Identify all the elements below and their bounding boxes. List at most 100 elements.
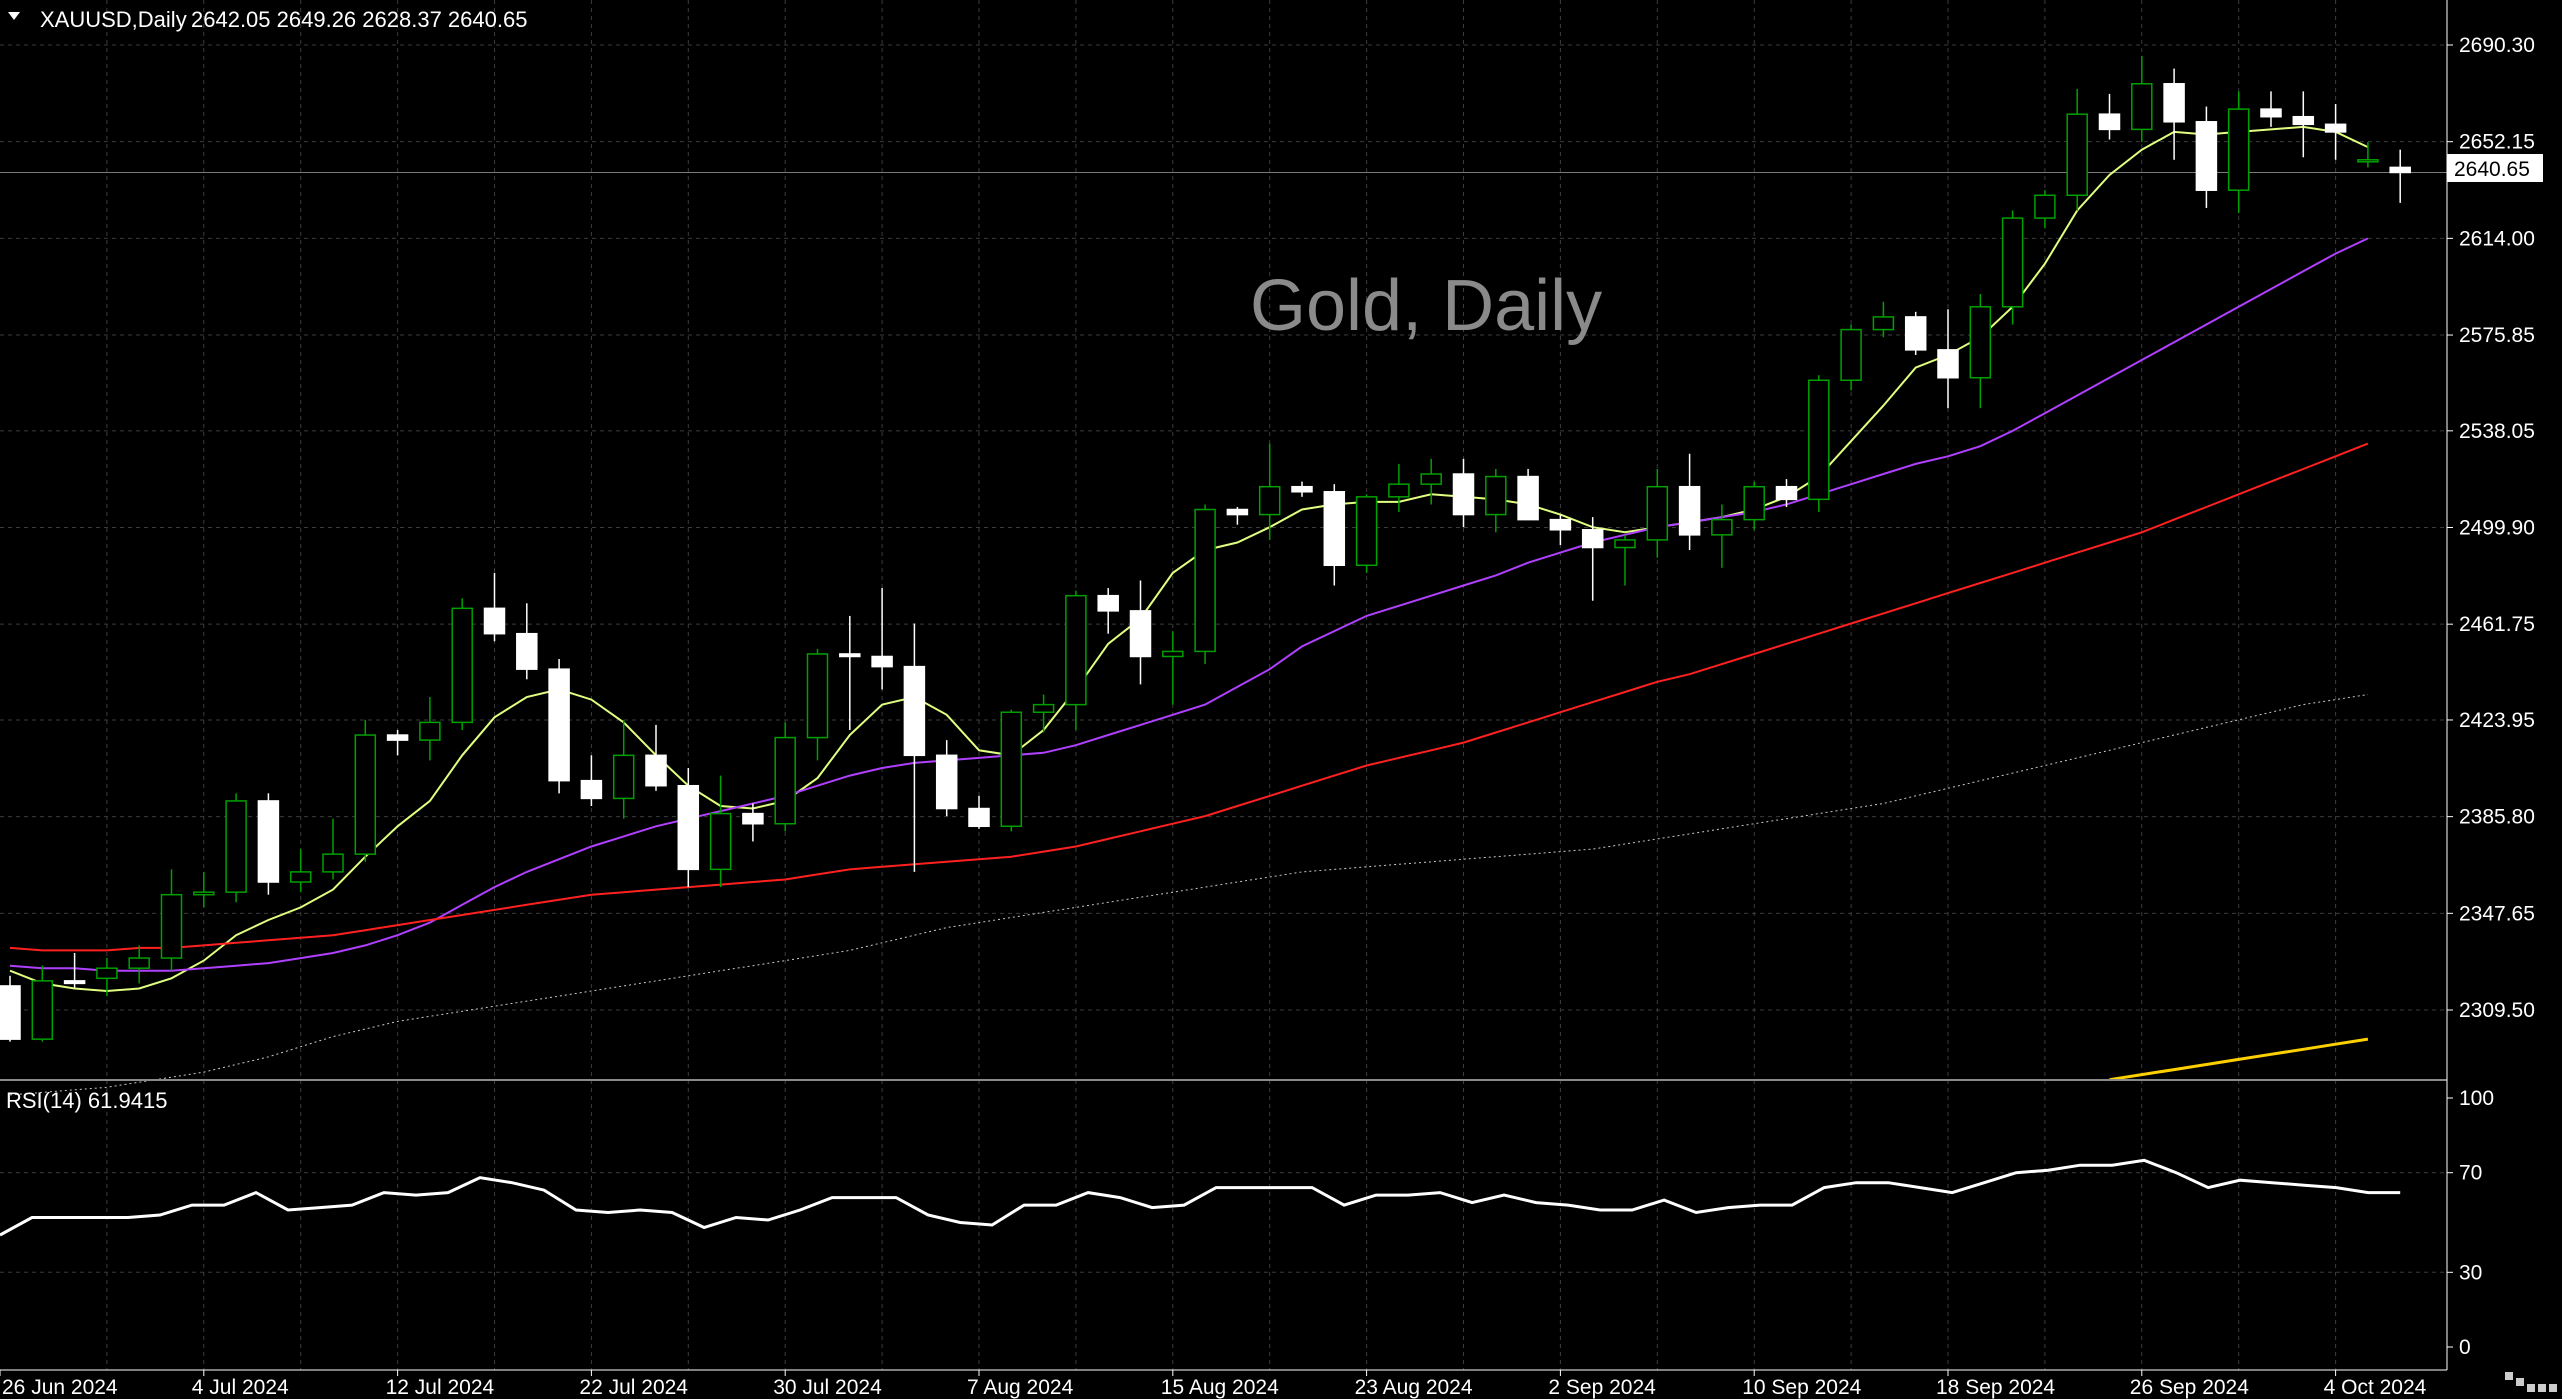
candle bbox=[1775, 479, 1798, 507]
candlestick-series bbox=[0, 55, 2411, 1042]
candle-body bbox=[1000, 711, 1023, 828]
candle-body bbox=[2195, 121, 2218, 191]
candle-body bbox=[2227, 108, 2250, 191]
candle-body bbox=[451, 607, 473, 724]
candle bbox=[1452, 458, 1475, 528]
date-tick-label: 7 Aug 2024 bbox=[967, 1376, 1074, 1399]
candle bbox=[742, 803, 764, 842]
candle bbox=[160, 869, 183, 971]
candle-body bbox=[1226, 508, 1249, 516]
candle-body bbox=[1872, 316, 1895, 331]
price-tick-label: 2652.15 bbox=[2459, 131, 2535, 154]
date-tick-label: 4 Jul 2024 bbox=[192, 1376, 289, 1399]
candle-body bbox=[193, 891, 215, 896]
candle bbox=[1194, 504, 1216, 665]
candle-body bbox=[2163, 83, 2185, 123]
candle-body bbox=[2357, 159, 2379, 163]
date-tick-label: 26 Sep 2024 bbox=[2130, 1376, 2249, 1399]
rsi-label: RSI(14) 61.9415 bbox=[6, 1088, 167, 1113]
candle-body bbox=[871, 655, 893, 668]
candle-body bbox=[935, 754, 958, 810]
candle-body bbox=[1614, 539, 1636, 549]
rsi-tick-label: 30 bbox=[2459, 1261, 2482, 1284]
date-tick-label: 4 Oct 2024 bbox=[2324, 1376, 2427, 1399]
candle-body bbox=[1840, 328, 1862, 382]
candle bbox=[1000, 709, 1023, 832]
candle bbox=[31, 965, 54, 1042]
candle-body bbox=[419, 721, 441, 741]
dropdown-triangle-icon[interactable] bbox=[8, 12, 20, 20]
rsi-tick-label: 0 bbox=[2459, 1336, 2471, 1359]
candle-body bbox=[1291, 485, 1313, 493]
price-tick-label: 2423.95 bbox=[2459, 709, 2535, 732]
candle-body bbox=[1129, 610, 1152, 658]
candle bbox=[483, 572, 506, 642]
candle-body bbox=[2034, 194, 2056, 219]
candle bbox=[451, 598, 473, 730]
moving-average-line bbox=[2109, 1037, 2369, 1082]
symbol-label[interactable]: XAUUSD,Daily bbox=[40, 7, 187, 32]
moving-average-line bbox=[9, 237, 2369, 972]
candle bbox=[903, 623, 926, 872]
candle bbox=[645, 724, 667, 791]
candle-body bbox=[742, 812, 764, 825]
candle-body bbox=[1097, 594, 1119, 612]
candle bbox=[806, 648, 829, 761]
candle-body bbox=[1743, 485, 1765, 521]
candle-body bbox=[225, 800, 247, 893]
candle bbox=[128, 945, 150, 984]
candle bbox=[2066, 88, 2088, 211]
candle bbox=[1226, 506, 1249, 525]
candle bbox=[289, 849, 312, 893]
candle bbox=[2163, 68, 2185, 160]
candle-body bbox=[322, 853, 344, 873]
date-tick-label: 26 Jun 2024 bbox=[2, 1376, 118, 1399]
price-tick-label: 2347.65 bbox=[2459, 902, 2535, 925]
candle-body bbox=[1065, 594, 1087, 706]
candle-body bbox=[2260, 108, 2282, 118]
candle-body bbox=[2001, 217, 2024, 308]
price-tick-label: 2461.75 bbox=[2459, 613, 2535, 636]
candle bbox=[1969, 294, 1992, 409]
candle bbox=[2227, 91, 2250, 214]
candle-body bbox=[1323, 491, 1346, 567]
candle bbox=[2357, 142, 2379, 168]
candle-body bbox=[1420, 473, 1442, 485]
candle-body bbox=[1678, 485, 1701, 536]
candle bbox=[871, 588, 893, 690]
candle bbox=[2195, 106, 2218, 208]
candle-body bbox=[386, 734, 409, 741]
candle-body bbox=[2098, 113, 2121, 131]
price-grid bbox=[0, 0, 2447, 1370]
candle-body bbox=[96, 967, 118, 980]
candle bbox=[709, 775, 732, 888]
candle-body bbox=[774, 736, 796, 825]
candle bbox=[1581, 517, 1604, 601]
candle bbox=[1743, 481, 1765, 530]
chart-watermark: Gold, Daily bbox=[1250, 266, 1602, 346]
date-tick-label: 10 Sep 2024 bbox=[1742, 1376, 1861, 1399]
candle-body bbox=[1032, 703, 1055, 713]
candle bbox=[1162, 631, 1184, 705]
candle-body bbox=[31, 980, 54, 1040]
candle bbox=[1420, 458, 1442, 505]
brand-logo bbox=[2505, 1372, 2557, 1392]
candle bbox=[1388, 463, 1410, 513]
candle-body bbox=[354, 734, 377, 855]
candle-body bbox=[709, 812, 732, 871]
candle bbox=[2324, 104, 2347, 160]
candle-body bbox=[1355, 496, 1378, 567]
current-price-tag bbox=[2447, 154, 2543, 182]
candle bbox=[1646, 468, 1669, 558]
candle-body bbox=[289, 871, 312, 883]
candle bbox=[0, 975, 21, 1042]
candle bbox=[968, 795, 990, 829]
candle bbox=[1614, 534, 1636, 586]
candle bbox=[322, 818, 344, 880]
candle-body bbox=[1162, 650, 1184, 658]
candle-body bbox=[1711, 518, 1733, 536]
date-tick-label: 18 Sep 2024 bbox=[1936, 1376, 2055, 1399]
candle-body bbox=[1581, 529, 1604, 549]
